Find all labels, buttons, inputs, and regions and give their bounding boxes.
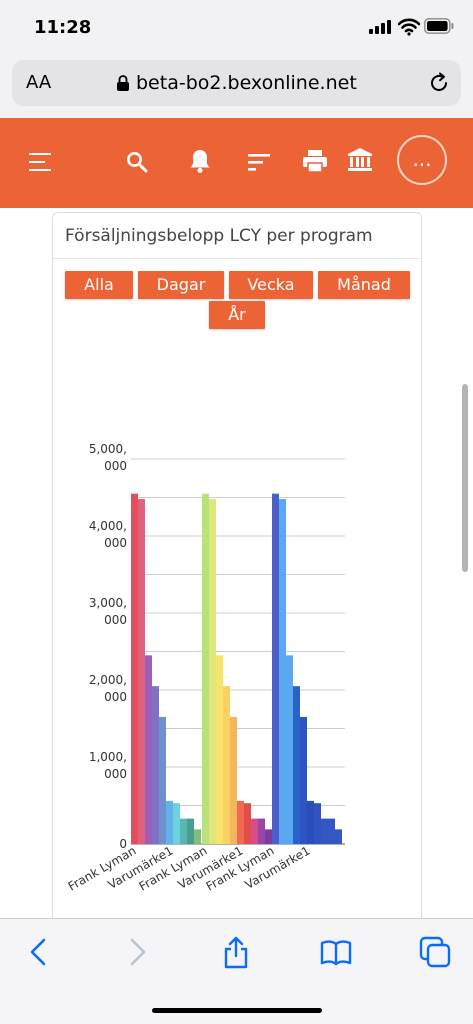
chart-bar[interactable] — [152, 686, 159, 844]
chart-bar[interactable] — [293, 686, 300, 844]
chart-bar[interactable] — [209, 499, 216, 844]
chart-bar[interactable] — [279, 499, 286, 844]
address-bar[interactable]: AA beta-bo2.bexonline.net — [12, 60, 461, 106]
chart-bar[interactable] — [265, 829, 272, 844]
reload-icon[interactable] — [428, 72, 450, 94]
chart-bar[interactable] — [314, 803, 321, 844]
sales-chart: 5,000, 000 4,000, 000 3,000, 000 2,000, 000 1,00… — [66, 442, 345, 894]
chart-bar[interactable] — [307, 800, 314, 844]
more-label: ... — [412, 147, 432, 171]
y-tick-label: 4,000, — [89, 519, 127, 533]
chart-bar[interactable] — [251, 818, 258, 844]
more-button[interactable]: ... — [397, 135, 447, 185]
chart-bar[interactable] — [216, 655, 223, 844]
chart-bar[interactable] — [244, 803, 251, 844]
home-indicator — [152, 1008, 322, 1013]
lock-icon — [117, 75, 129, 91]
period-button-ar[interactable]: År — [209, 301, 265, 329]
forward-icon[interactable] — [120, 935, 154, 969]
sort-icon[interactable] — [248, 152, 272, 172]
y-tick-label: 000 — [104, 767, 127, 781]
y-tick-label: 5,000, — [89, 442, 127, 456]
chart-bar[interactable] — [180, 818, 187, 844]
chart-bar[interactable] — [194, 829, 201, 844]
status-bar: 11:28 — [0, 0, 473, 56]
chart-bar[interactable] — [187, 818, 194, 844]
y-tick-label: 000 — [104, 613, 127, 627]
chart-bar[interactable] — [166, 800, 173, 844]
chart-bar[interactable] — [272, 493, 279, 844]
y-tick-label: 3,000, — [89, 596, 127, 610]
share-icon[interactable] — [219, 935, 253, 969]
chart-bar[interactable] — [145, 655, 152, 844]
period-button-dagar[interactable]: Dagar — [138, 271, 224, 299]
chart-bar[interactable] — [258, 818, 265, 844]
chart-bar[interactable] — [131, 493, 138, 844]
chart-bar[interactable] — [286, 655, 293, 844]
card-title: Försäljningsbelopp LCY per program — [53, 213, 421, 259]
app-header: ... — [0, 118, 473, 208]
wifi-icon — [398, 18, 420, 36]
period-button-vecka[interactable]: Vecka — [229, 271, 313, 299]
chart-bar[interactable] — [321, 818, 328, 844]
browser-url-area: AA beta-bo2.bexonline.net — [0, 56, 473, 118]
y-tick-label: 0 — [119, 837, 127, 851]
text-size-button[interactable]: AA — [26, 72, 51, 93]
period-button-alla[interactable]: Alla — [65, 271, 133, 299]
chart-bar[interactable] — [237, 800, 244, 844]
y-tick-label: 1,000, — [89, 750, 127, 764]
battery-icon — [424, 18, 454, 34]
bank-icon[interactable] — [347, 147, 373, 173]
main-content: Försäljningsbelopp LCY per program Alla … — [0, 208, 473, 932]
menu-icon[interactable] — [29, 151, 53, 173]
bell-icon[interactable] — [189, 148, 211, 174]
chart-bar[interactable] — [159, 716, 166, 844]
tabs-icon[interactable] — [418, 935, 452, 969]
period-button-manad[interactable]: Månad — [318, 271, 410, 299]
chart-bar[interactable] — [223, 686, 230, 844]
bookmarks-icon[interactable] — [319, 935, 353, 969]
chart-bar[interactable] — [138, 499, 145, 844]
chart-bar[interactable] — [173, 803, 180, 844]
browser-toolbar — [0, 918, 473, 1024]
chart-card: Försäljningsbelopp LCY per program Alla … — [52, 212, 422, 932]
chart-bar[interactable] — [230, 716, 237, 844]
y-tick-label: 000 — [104, 459, 127, 473]
chart-bar[interactable] — [202, 493, 209, 844]
chart-bar[interactable] — [328, 818, 335, 844]
y-tick-label: 000 — [104, 536, 127, 550]
scrollbar[interactable] — [462, 384, 468, 572]
text-size-label: AA — [26, 72, 52, 93]
status-time: 11:28 — [34, 17, 92, 38]
print-icon[interactable] — [302, 149, 328, 173]
y-tick-label: 000 — [104, 690, 127, 704]
url-text[interactable]: beta-bo2.bexonline.net — [136, 72, 357, 94]
back-icon[interactable] — [22, 935, 56, 969]
y-tick-label: 2,000, — [89, 673, 127, 687]
chart-bar[interactable] — [300, 716, 307, 844]
search-icon[interactable] — [126, 151, 148, 173]
cellular-signal-icon — [369, 20, 391, 34]
chart-bar[interactable] — [335, 829, 342, 844]
